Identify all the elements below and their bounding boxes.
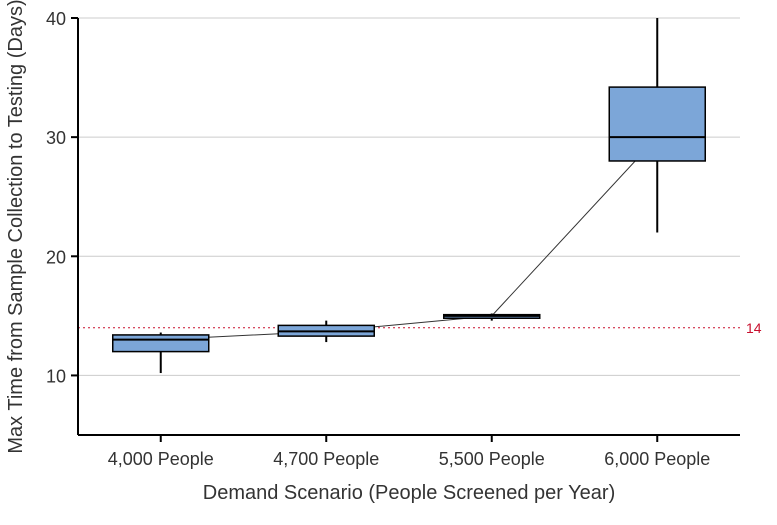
boxplot-chart: 14 10 20 30 40 4,000 People 4,700 People 5,500 … [0, 0, 777, 525]
y-axis-label: Max Time from Sample Collection to Testi… [5, 0, 27, 454]
x-tick-label: 4,700 People [273, 449, 379, 469]
y-tick-label: 10 [46, 366, 66, 386]
reference-line-label: 14 [746, 320, 762, 336]
y-tick-label: 30 [46, 128, 66, 148]
box [609, 87, 705, 161]
median-connector [161, 137, 658, 340]
box [113, 335, 209, 352]
y-tick-label: 40 [46, 9, 66, 29]
x-tick-label: 5,500 People [439, 449, 545, 469]
x-tick-label: 6,000 People [604, 449, 710, 469]
x-tick-label: 4,000 People [108, 449, 214, 469]
y-tick-label: 20 [46, 247, 66, 267]
x-axis-label: Demand Scenario (People Screened per Yea… [203, 482, 615, 504]
chart-svg: 14 10 20 30 40 4,000 People 4,700 People 5,500 … [0, 0, 777, 525]
